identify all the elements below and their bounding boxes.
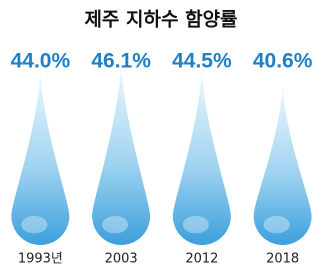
value-label: 44.5%: [172, 50, 232, 73]
chart: 제주 지하수 함양률 44.0% 1993년 46.1% 2003 44.5% 2012 4…: [0, 0, 323, 270]
drop-highlight: [21, 216, 47, 233]
drop-highlight: [264, 216, 290, 233]
x-tick-label: 1993년: [18, 252, 63, 267]
drop-highlight: [183, 216, 209, 233]
value-label: 46.1%: [91, 50, 151, 73]
drop-highlight: [102, 216, 128, 233]
x-tick-label: 2012: [185, 252, 218, 267]
value-label: 44.0%: [11, 50, 71, 73]
x-tick-label: 2018: [266, 252, 299, 267]
x-tick-label: 2003: [105, 252, 138, 267]
value-label: 40.6%: [253, 50, 313, 73]
chart-title: 제주 지하수 함양률: [84, 9, 237, 31]
